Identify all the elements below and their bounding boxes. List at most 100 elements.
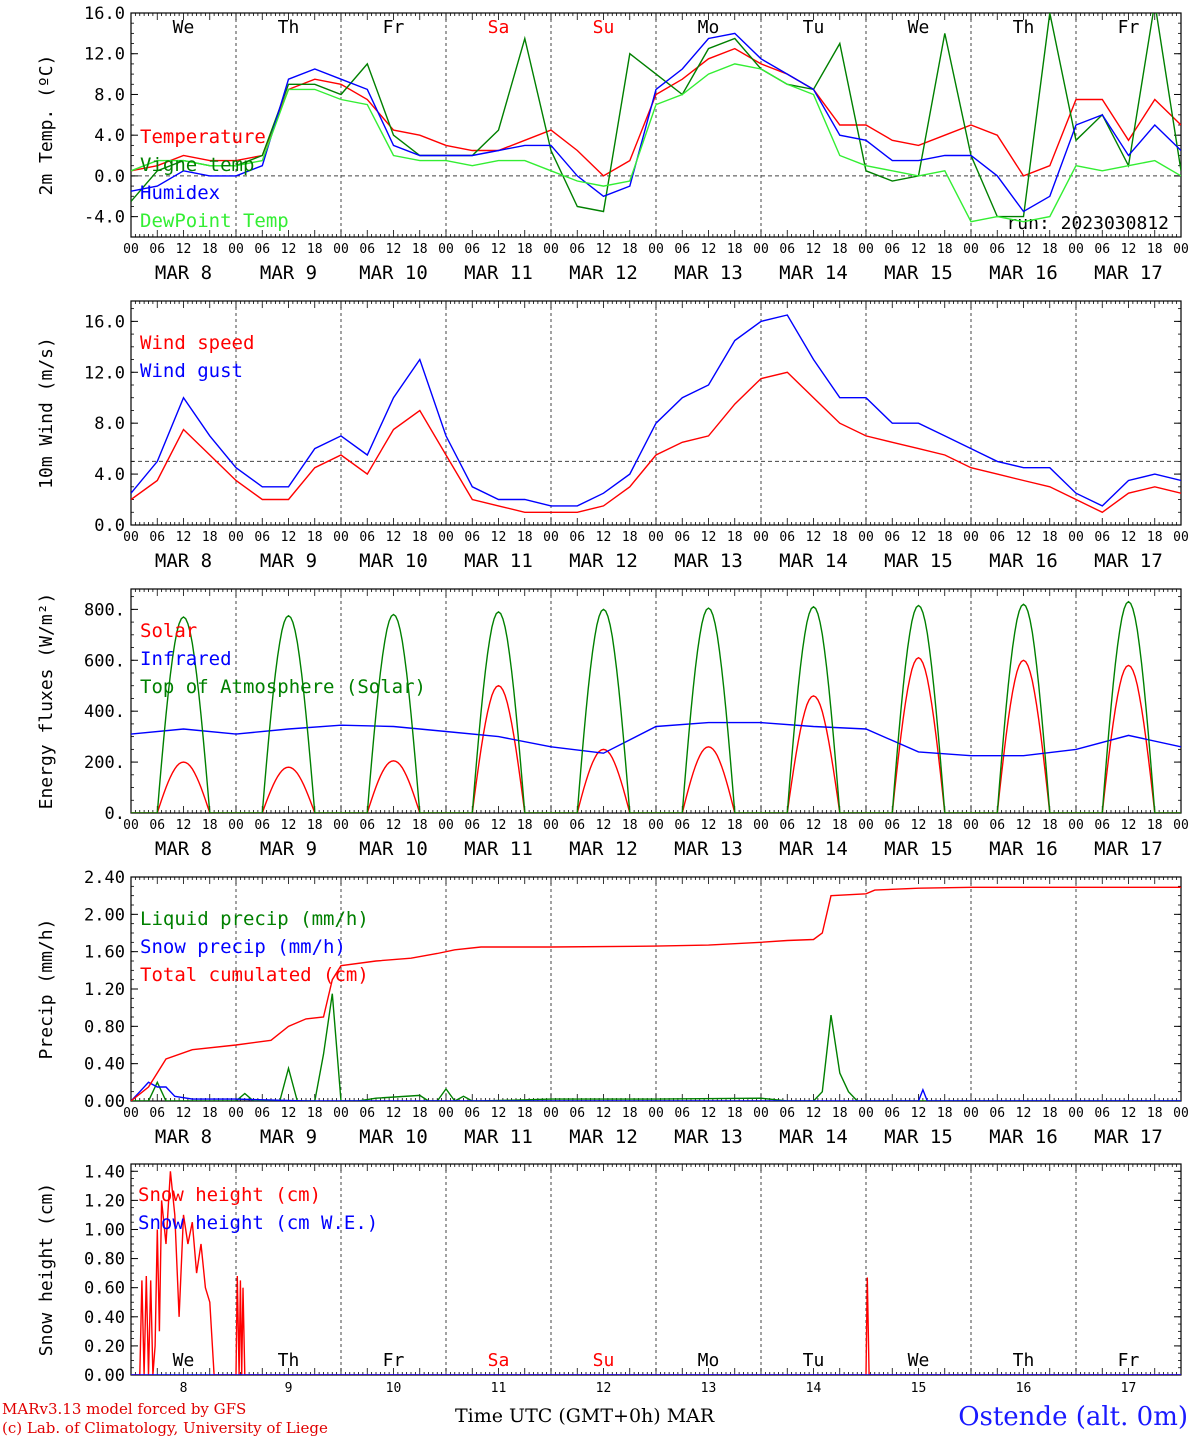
hour-label: 06 <box>569 818 585 833</box>
hour-label: 12 <box>281 530 297 545</box>
hour-label: 00 <box>963 818 979 833</box>
legend-entry: Infrared <box>140 648 232 670</box>
legend-entry: Snow precip (mm/h) <box>140 936 346 958</box>
weekday-label: We <box>908 17 930 38</box>
panel-precip: 0.00 0.40 0.80 1.20 1.60 2.00 2.40 Precip (mm/h… <box>36 868 1189 1148</box>
hour-label: 12 <box>911 242 927 257</box>
date-label: MAR 8 <box>155 550 212 572</box>
weekday-label: Fr <box>383 17 405 38</box>
hour-label: 18 <box>937 530 953 545</box>
date-label: MAR 17 <box>1094 1126 1163 1148</box>
lab-credit-line: (c) Lab. of Climatology, University of L… <box>2 1419 328 1437</box>
date-label: MAR 17 <box>1094 838 1163 860</box>
hour-label: 06 <box>989 242 1005 257</box>
y-tick-label: 1.40 <box>84 1162 125 1182</box>
panel-snow: 0.00 0.20 0.40 0.60 0.80 1.00 1.20 1.40 Snow hei… <box>36 1162 1182 1396</box>
date-label: MAR 8 <box>155 838 212 860</box>
hour-label: 18 <box>727 242 743 257</box>
hour-label: 18 <box>937 242 953 257</box>
legend-entry: Liquid precip (mm/h) <box>140 908 369 930</box>
y-axis-label: Energy fluxes (W/m²) <box>36 593 57 810</box>
hour-label: 06 <box>359 1106 375 1121</box>
hour-label: 12 <box>491 818 507 833</box>
day-number-label: 15 <box>911 1381 927 1396</box>
day-number-label: 9 <box>285 1381 293 1396</box>
hour-label: 12 <box>596 818 612 833</box>
date-label: MAR 9 <box>260 838 317 860</box>
day-number-label: 13 <box>701 1381 717 1396</box>
weekday-label: Sa <box>488 1350 510 1371</box>
hour-label: 18 <box>1042 818 1058 833</box>
date-label: MAR 13 <box>674 1126 743 1148</box>
hour-label: 00 <box>123 1106 139 1121</box>
hour-label: 00 <box>1173 530 1189 545</box>
hour-label: 18 <box>202 818 218 833</box>
y-tick-label: 8.0 <box>94 85 125 105</box>
y-tick-label: 0.60 <box>84 1279 125 1299</box>
hour-label: 00 <box>123 818 139 833</box>
weekday-label: Fr <box>383 1350 405 1371</box>
y-tick-label: 0.40 <box>84 1308 125 1328</box>
y-tick-label: 1.00 <box>84 1220 125 1240</box>
hour-label: 06 <box>779 242 795 257</box>
date-label: MAR 17 <box>1094 262 1163 284</box>
hour-label: 00 <box>648 1106 664 1121</box>
hour-label: 00 <box>648 530 664 545</box>
day-number-label: 17 <box>1121 1381 1137 1396</box>
y-tick-label: 12.0 <box>84 45 125 65</box>
hour-label: 12 <box>701 242 717 257</box>
hour-label: 12 <box>596 1106 612 1121</box>
hour-label: 12 <box>491 242 507 257</box>
weekday-label: Su <box>593 1350 615 1371</box>
hour-label: 00 <box>963 530 979 545</box>
hour-label: 06 <box>884 530 900 545</box>
hour-label: 12 <box>176 530 192 545</box>
hour-label: 12 <box>281 242 297 257</box>
panel-frame <box>130 12 1182 238</box>
weekday-label: We <box>173 17 195 38</box>
y-tick-label: 0.00 <box>84 1366 125 1386</box>
hour-label: 18 <box>202 1106 218 1121</box>
hour-label: 12 <box>806 1106 822 1121</box>
series-line-precip-1 <box>131 1081 1181 1101</box>
hour-label: 18 <box>832 818 848 833</box>
hour-label: 12 <box>1121 818 1137 833</box>
hour-label: 06 <box>989 818 1005 833</box>
hour-label: 18 <box>1147 818 1163 833</box>
hour-label: 12 <box>911 1106 927 1121</box>
hour-label: 00 <box>543 818 559 833</box>
legend-entry: Top of Atmosphere (Solar) <box>140 676 426 698</box>
date-label: MAR 11 <box>464 262 533 284</box>
date-label: MAR 12 <box>569 262 638 284</box>
hour-label: 18 <box>412 1106 428 1121</box>
hour-label: 00 <box>648 242 664 257</box>
hour-label: 12 <box>911 818 927 833</box>
hour-label: 06 <box>254 818 270 833</box>
legend-entry: Temperature <box>140 126 266 148</box>
hour-label: 12 <box>806 818 822 833</box>
weekday-label: Th <box>278 1350 300 1371</box>
hour-label: 12 <box>701 818 717 833</box>
hour-label: 06 <box>989 530 1005 545</box>
weekday-label: Tu <box>803 17 825 38</box>
hour-label: 00 <box>1173 1106 1189 1121</box>
hour-label: 06 <box>359 818 375 833</box>
hour-label: 00 <box>753 818 769 833</box>
run-annotation: run: 2023030812 <box>1006 213 1169 234</box>
date-label: MAR 9 <box>260 262 317 284</box>
weekday-label: Mo <box>698 1350 720 1371</box>
y-tick-label: 400. <box>84 702 125 722</box>
hour-label: 18 <box>622 1106 638 1121</box>
hour-label: 00 <box>333 530 349 545</box>
y-tick-label: 0.00 <box>84 1092 125 1112</box>
hour-label: 18 <box>937 1106 953 1121</box>
hour-label: 06 <box>464 1106 480 1121</box>
hour-label: 00 <box>543 530 559 545</box>
hour-label: 18 <box>1042 242 1058 257</box>
legend-entry: Vigne temp <box>140 154 254 176</box>
model-credit-line: MARv3.13 model forced by GFS <box>2 1400 247 1418</box>
hour-label: 18 <box>832 242 848 257</box>
hour-label: 06 <box>1094 1106 1110 1121</box>
weekday-label: Sa <box>488 17 510 38</box>
hour-label: 12 <box>386 242 402 257</box>
